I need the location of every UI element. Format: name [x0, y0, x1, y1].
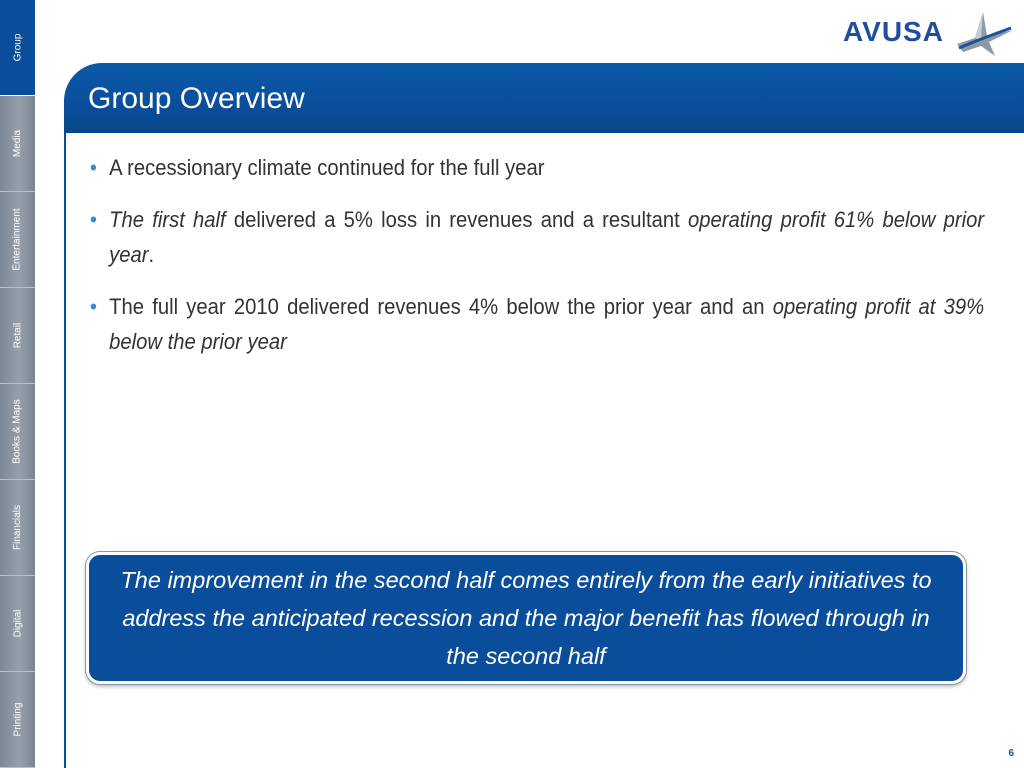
sidebar-item-label: Books & Maps	[12, 399, 24, 464]
sidebar-item-media[interactable]: Media	[0, 96, 35, 192]
sidebar-item-retail[interactable]: Retail	[0, 288, 35, 384]
bullet-text-italic: The first half	[109, 207, 226, 232]
bullet-text-italic: operating profit 61% below prior year	[109, 207, 985, 267]
page-title: Group Overview	[88, 82, 305, 115]
content-divider-line	[64, 128, 66, 768]
section-sidebar: Group Media Entertainment Retail Books &…	[0, 0, 35, 768]
sidebar-item-label: Retail	[11, 322, 23, 349]
sidebar-item-printing[interactable]: Printing	[0, 672, 35, 768]
sidebar-item-digital[interactable]: Digital	[0, 576, 35, 672]
title-bar: Group Overview	[64, 63, 1024, 133]
bullet-text-italic: operating profit at 39% below the prior …	[109, 294, 985, 354]
star-swoosh-icon	[957, 12, 1013, 56]
bullet-text: .	[148, 242, 155, 267]
sidebar-item-label: Financials	[12, 504, 23, 551]
bullet-item: The first half delivered a 5% loss in re…	[88, 202, 984, 272]
sidebar-item-label: Digital	[11, 609, 23, 638]
sidebar-item-books-maps[interactable]: Books & Maps	[0, 384, 35, 480]
logo-text: AVUSA	[843, 16, 944, 47]
avusa-logo: AVUSA	[843, 8, 1018, 58]
bullet-item: The full year 2010 delivered revenues 4%…	[88, 289, 984, 359]
callout-box: The improvement in the second half comes…	[86, 552, 966, 684]
bullet-text: The full year 2010 delivered revenues 4%…	[109, 294, 773, 319]
sidebar-item-label: Printing	[12, 702, 23, 737]
bullet-item: A recessionary climate continued for the…	[88, 150, 984, 185]
bullet-text: A recessionary climate continued for the…	[109, 155, 545, 180]
page-number: 6	[1008, 748, 1014, 759]
bullet-text: delivered a 5% loss in revenues and a re…	[225, 207, 688, 232]
callout-text: The improvement in the second half comes…	[120, 567, 932, 669]
sidebar-item-label: Media	[12, 129, 23, 158]
sidebar-item-label: Group	[11, 33, 23, 62]
sidebar-item-entertainment[interactable]: Entertainment	[0, 192, 35, 288]
sidebar-item-financials[interactable]: Financials	[0, 480, 35, 576]
bullet-list: A recessionary climate continued for the…	[88, 150, 984, 376]
sidebar-item-group[interactable]: Group	[0, 0, 35, 96]
sidebar-item-label: Entertainment	[12, 208, 24, 271]
